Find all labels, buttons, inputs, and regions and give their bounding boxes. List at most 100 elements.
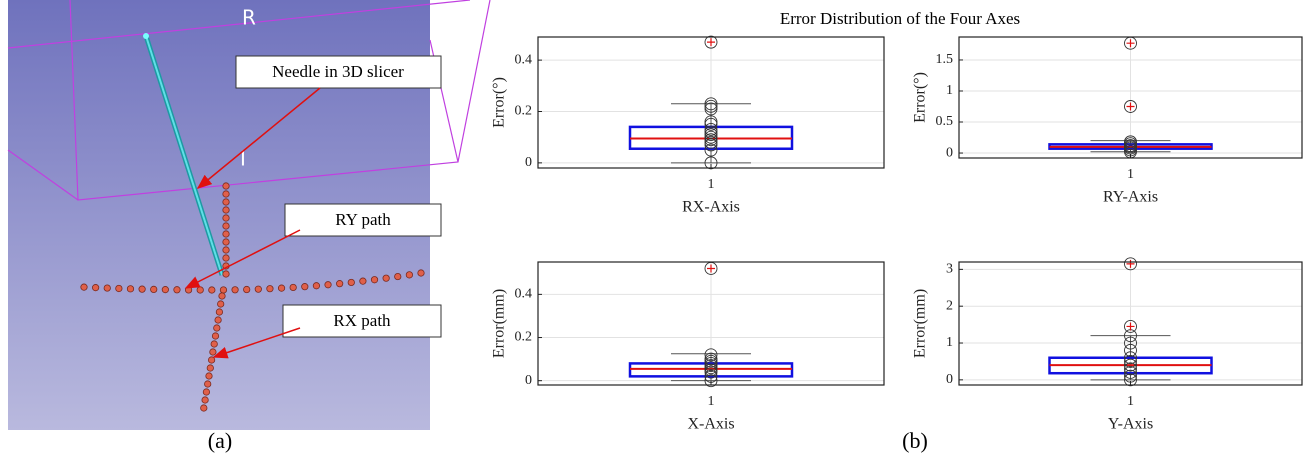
data-point	[1124, 135, 1137, 149]
data-point	[704, 125, 718, 139]
data-point	[704, 143, 718, 157]
path-bead	[301, 283, 309, 291]
y-tick-label: 0.2	[515, 104, 533, 119]
x-axis-label: X-Axis	[687, 416, 734, 433]
orientation-label: I	[240, 147, 246, 171]
data-point	[1124, 354, 1137, 368]
outlier	[1126, 259, 1135, 268]
data-point	[704, 102, 718, 116]
data-point	[704, 99, 718, 113]
path-bead	[266, 285, 274, 293]
data-point	[1124, 257, 1137, 271]
path-bead	[405, 271, 413, 279]
x-axis-label: RX-Axis	[682, 199, 740, 216]
path-bead	[150, 285, 158, 294]
needle-highlight	[145, 35, 223, 276]
path-bead	[324, 281, 332, 289]
y-axis-label: Error(mm)	[912, 289, 929, 358]
path-bead	[222, 190, 230, 198]
data-point	[704, 138, 718, 152]
path-bead	[417, 269, 425, 277]
path-bead	[138, 285, 146, 293]
y-tick-label: 0	[946, 372, 953, 387]
path-bead	[209, 348, 217, 356]
data-point	[1124, 366, 1137, 379]
path-bead	[196, 286, 204, 294]
path-bead	[214, 316, 222, 324]
callout-box	[235, 55, 442, 89]
path-bead	[243, 285, 251, 294]
outlier	[1126, 39, 1135, 48]
callout-text: RX path	[333, 311, 391, 330]
x-axis-label: Y-Axis	[1108, 416, 1153, 433]
data-point	[704, 156, 718, 170]
y-tick-label: 0	[525, 155, 532, 170]
path-bead	[222, 230, 230, 238]
data-point	[1124, 351, 1137, 365]
path-bead	[222, 198, 230, 206]
path-bead	[219, 286, 228, 294]
path-bead	[161, 286, 169, 294]
data-point	[704, 374, 718, 388]
path-bead	[336, 280, 344, 288]
path-bead	[208, 356, 216, 364]
y-axis-label: Error(mm)	[491, 289, 508, 358]
path-points	[80, 182, 425, 412]
path-bead	[254, 285, 262, 293]
path-bead	[205, 372, 213, 380]
callout-text: Needle in 3D slicer	[272, 62, 404, 81]
y-axis-label: Error(°)	[912, 72, 929, 123]
y-tick-label: 1	[946, 83, 953, 98]
path-bead	[215, 308, 223, 316]
x-tick-label: 1	[1127, 167, 1134, 182]
box	[628, 362, 794, 378]
y-tick-label: 0	[946, 145, 953, 160]
y-tick-label: 2	[946, 298, 953, 313]
path-bead	[217, 300, 225, 308]
path-bead	[347, 278, 355, 287]
outlier	[707, 38, 715, 47]
path-bead	[359, 277, 367, 285]
path-bead	[289, 283, 297, 292]
orientation-label: R	[242, 6, 256, 30]
data-point	[704, 123, 718, 136]
path-bead	[277, 284, 286, 292]
path-bead	[208, 286, 216, 294]
path-bead	[222, 222, 230, 230]
panel-label: (a)	[208, 428, 232, 453]
data-point	[1124, 319, 1137, 333]
x-tick-label: 1	[1127, 394, 1134, 409]
path-bead	[126, 285, 135, 293]
path-bead	[210, 340, 218, 348]
outlier	[1126, 322, 1135, 331]
y-tick-label: 0.2	[515, 330, 533, 345]
path-bead	[173, 286, 181, 294]
y-tick-label: 1.5	[936, 52, 954, 67]
callout-box	[284, 203, 442, 237]
data-point	[1124, 358, 1137, 372]
data-point	[704, 115, 718, 129]
panel-label: (b)	[902, 428, 928, 453]
slicer-view: R I Needle in 3D slicer RY path RX path	[7, 0, 491, 430]
x-tick-label: 1	[708, 177, 715, 192]
data-point	[704, 128, 718, 142]
outlier	[707, 264, 715, 273]
path-bead	[218, 292, 226, 300]
path-bead	[213, 324, 221, 332]
callout-arrows	[184, 87, 321, 359]
data-point	[704, 352, 718, 366]
path-bead	[370, 276, 379, 284]
data-point	[704, 117, 718, 131]
path-bead	[202, 388, 210, 396]
path-bead	[211, 332, 220, 340]
path-bead	[115, 284, 123, 293]
data-point	[1124, 373, 1137, 387]
path-bead	[382, 274, 390, 282]
path-bead	[222, 246, 230, 254]
callout-text: RY path	[335, 210, 391, 229]
path-bead	[222, 182, 230, 190]
needle-tip	[143, 33, 149, 39]
data-point	[704, 348, 718, 362]
path-bead	[394, 272, 402, 281]
